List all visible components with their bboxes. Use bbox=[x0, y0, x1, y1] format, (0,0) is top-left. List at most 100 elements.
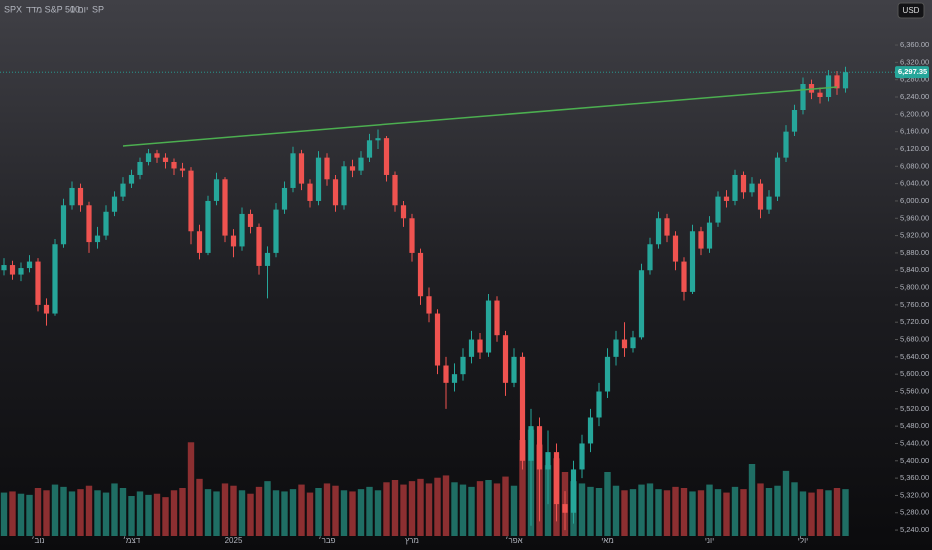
volume-bar bbox=[60, 486, 67, 536]
candle-body bbox=[128, 174, 135, 184]
candle-body bbox=[366, 140, 373, 158]
candle-body bbox=[1, 265, 7, 271]
candle-body bbox=[587, 417, 594, 444]
x-tick-label: פבר׳ bbox=[318, 536, 335, 545]
candle-body bbox=[528, 426, 534, 461]
volume-bar bbox=[272, 490, 280, 536]
candle-body bbox=[494, 300, 500, 336]
x-tick-label: מרץ bbox=[405, 536, 419, 545]
volume-bar bbox=[816, 489, 824, 536]
candle-body bbox=[613, 339, 619, 357]
y-tick-label: 6,000.00 bbox=[900, 196, 929, 205]
volume-bar bbox=[774, 485, 781, 536]
y-tick-label: 6,240.00 bbox=[900, 92, 929, 101]
candle-body bbox=[145, 153, 152, 162]
header: SPX מדד S&P 500 1 יום SP bbox=[4, 4, 104, 14]
volume-bar bbox=[672, 486, 679, 536]
candle-body bbox=[332, 179, 339, 206]
candle-body bbox=[213, 179, 220, 201]
candle-body bbox=[562, 504, 568, 513]
x-tick-label: נוב׳ bbox=[31, 536, 44, 545]
candle-body bbox=[519, 356, 526, 461]
y-tick-label: 5,320.00 bbox=[900, 490, 929, 499]
candle-body bbox=[774, 157, 781, 197]
volume-bar bbox=[408, 481, 416, 536]
volume-bar bbox=[0, 492, 8, 536]
y-tick-label: 5,760.00 bbox=[900, 300, 929, 309]
candle-body bbox=[647, 244, 653, 271]
currency-box[interactable] bbox=[897, 2, 925, 19]
volume-bar bbox=[485, 480, 492, 536]
volume-bar bbox=[646, 483, 654, 536]
volume-bar bbox=[332, 485, 339, 536]
last-price-label: 6,297.35 bbox=[898, 67, 927, 76]
y-tick-label: 5,960.00 bbox=[900, 213, 929, 222]
candle-body bbox=[341, 166, 347, 206]
volume-bar bbox=[799, 491, 807, 536]
candle-body bbox=[791, 110, 798, 132]
volume-bar bbox=[808, 492, 815, 536]
exchange: SP bbox=[92, 4, 104, 14]
volume-bar bbox=[136, 491, 144, 536]
candle-body bbox=[196, 231, 203, 253]
candle-body bbox=[77, 187, 84, 206]
candle-body bbox=[273, 209, 279, 253]
candle-body bbox=[477, 339, 483, 353]
candle-body bbox=[409, 218, 415, 253]
volume-bar bbox=[366, 486, 373, 536]
candle-body bbox=[443, 365, 449, 383]
volume-bar bbox=[34, 488, 42, 536]
volume-bar bbox=[306, 492, 314, 536]
volume-bar bbox=[697, 490, 705, 536]
y-tick-label: 5,880.00 bbox=[900, 248, 929, 257]
volume-bar bbox=[510, 485, 518, 536]
candle-body bbox=[230, 235, 237, 247]
candle-body bbox=[290, 153, 296, 188]
candle-body bbox=[706, 222, 713, 249]
volume-bar bbox=[740, 489, 747, 536]
candle-body bbox=[842, 72, 849, 89]
candle-body bbox=[732, 174, 738, 201]
volume-bar bbox=[621, 490, 628, 536]
volume-bar bbox=[340, 490, 348, 536]
volume-bar bbox=[9, 491, 16, 536]
candle-body bbox=[689, 231, 696, 292]
candle-body bbox=[681, 261, 687, 292]
volume-bar bbox=[145, 494, 152, 536]
y-tick-label: 6,280.00 bbox=[900, 75, 929, 84]
candle-body bbox=[545, 452, 551, 470]
y-tick-label: 5,840.00 bbox=[900, 265, 929, 274]
candle-body bbox=[264, 252, 271, 266]
volume-bar bbox=[247, 493, 254, 536]
volume-bar bbox=[519, 440, 526, 536]
currency[interactable]: USD bbox=[903, 6, 920, 15]
candle-body bbox=[162, 157, 169, 162]
candle-body bbox=[247, 213, 254, 227]
candle-body bbox=[757, 183, 764, 210]
volume-bar bbox=[765, 488, 773, 536]
volume-bar bbox=[230, 485, 237, 536]
y-tick-label: 6,160.00 bbox=[900, 127, 929, 136]
candle-body bbox=[579, 443, 585, 470]
candle-body bbox=[26, 261, 33, 269]
volume-bar bbox=[179, 488, 186, 536]
candle-body bbox=[808, 84, 815, 93]
candle-body bbox=[511, 356, 517, 383]
candle-body bbox=[766, 196, 772, 210]
candle-body bbox=[120, 183, 126, 197]
candle-body bbox=[111, 196, 118, 212]
index-name: מדד S&P 500 bbox=[26, 4, 80, 14]
volume-bar bbox=[357, 489, 365, 536]
candle-body bbox=[434, 313, 441, 366]
volume-bar bbox=[374, 490, 382, 536]
volume-bar bbox=[400, 484, 407, 536]
y-tick-label: 5,680.00 bbox=[900, 335, 929, 344]
volume-bar bbox=[595, 488, 603, 536]
volume-bar bbox=[757, 483, 764, 536]
candle-body bbox=[171, 161, 177, 169]
y-tick-label: 5,440.00 bbox=[900, 438, 929, 447]
candle-body bbox=[18, 268, 24, 275]
volume-bar bbox=[706, 484, 713, 536]
